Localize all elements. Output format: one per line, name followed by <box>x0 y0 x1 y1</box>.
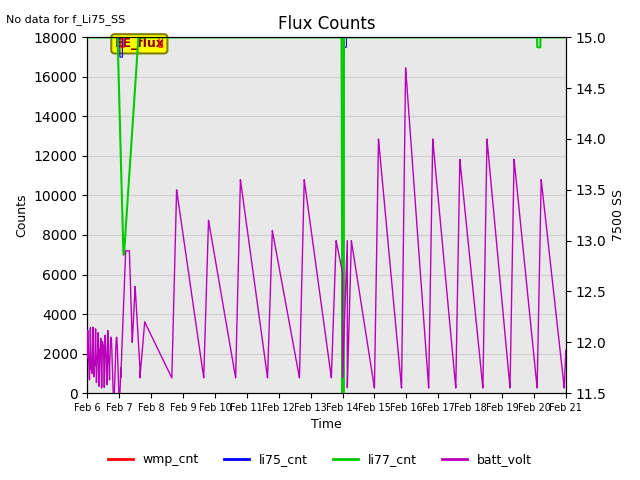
Y-axis label: Counts: Counts <box>15 193 28 237</box>
Text: EE_flux: EE_flux <box>115 37 164 50</box>
X-axis label: Time: Time <box>311 419 342 432</box>
Title: Flux Counts: Flux Counts <box>278 15 376 33</box>
Y-axis label: 7500 SS: 7500 SS <box>612 189 625 241</box>
Legend: wmp_cnt, li75_cnt, li77_cnt, batt_volt: wmp_cnt, li75_cnt, li77_cnt, batt_volt <box>103 448 537 471</box>
Text: No data for f_Li75_SS: No data for f_Li75_SS <box>6 14 125 25</box>
